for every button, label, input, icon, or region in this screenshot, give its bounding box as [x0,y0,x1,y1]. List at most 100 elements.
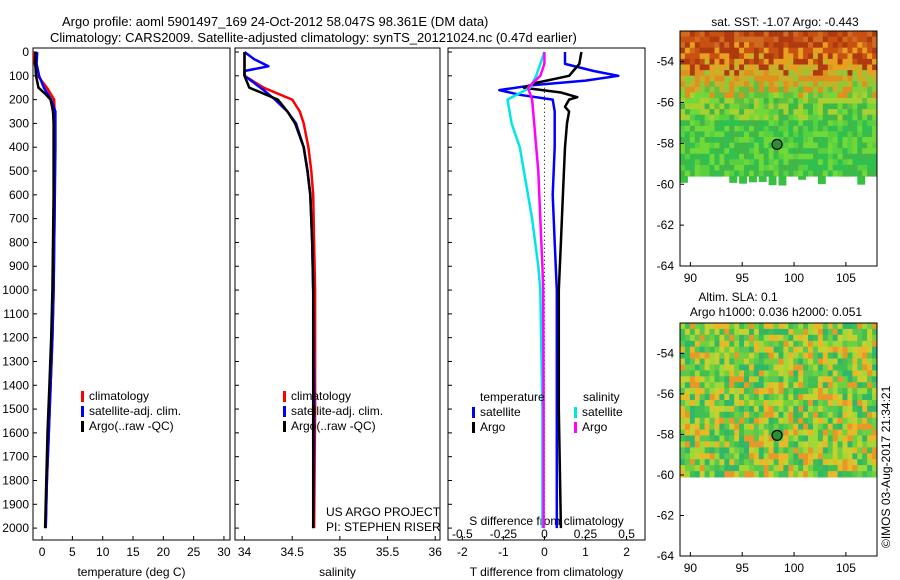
heat-cell [719,364,725,371]
heat-cell [822,423,829,431]
heat-cell [837,164,843,171]
heat-cell [808,394,814,401]
y-tick-label: 700 [9,212,29,226]
heat-cell [788,471,794,478]
heat-cell [749,352,755,359]
heat-cell [768,120,774,127]
heat-cell [852,137,858,144]
heat-cell [763,340,770,348]
heat-cell [749,400,755,407]
heat-cell [842,70,848,77]
heat-cell [768,411,774,419]
heat-cell [793,153,799,160]
heat-cell [744,81,750,88]
heat-cell [704,459,710,466]
heat-cell [798,328,804,336]
heat-cell [724,36,730,43]
heat-cell [719,81,725,88]
heat-cell [773,394,779,401]
heat-cell [749,370,755,377]
heat-cell [704,142,710,149]
heat-cell [817,176,826,185]
heat-cell [788,159,794,166]
heat-cell [778,346,784,354]
heat-cell [872,340,878,348]
heat-cell [813,447,819,454]
heat-cell [758,64,765,71]
heat-cell [709,81,715,88]
heat-cell [773,382,779,389]
heat-cell [773,400,779,407]
heat-cell [832,98,839,105]
heat-cell [758,125,765,132]
heat-cell [798,148,804,155]
heat-cell [724,42,730,49]
heat-cell [729,376,735,383]
heat-cell [694,358,701,365]
heat-cell [837,358,843,365]
heat-cell [852,352,858,359]
heat-cell [689,376,696,383]
heat-cell [714,447,720,454]
heat-cell [699,137,706,144]
heat-cell [734,31,740,38]
heat-cell [822,53,829,60]
y-tick-label: 2000 [2,521,29,535]
heat-cell [788,137,794,144]
heat-cell [798,323,804,330]
heat-cell [734,153,740,160]
heat-cell [817,164,824,171]
heat-cell [739,465,745,472]
heat-cell [803,131,809,138]
heat-cell [704,453,710,460]
heat-cell [832,423,839,431]
heat-cell [817,459,824,466]
heat-cell [719,346,725,354]
heat-cell [719,125,725,132]
heat-cell [867,323,873,330]
heat-cell [680,137,686,144]
heat-cell [822,323,829,330]
heat-cell [749,346,755,354]
heat-cell [763,323,770,330]
heat-cell [842,411,848,419]
heat-cell [724,64,730,71]
heat-cell [872,64,878,71]
heat-cell [744,92,750,99]
heat-cell [827,92,834,99]
heat-cell [778,400,784,407]
heat-cell [857,388,863,395]
heat-cell [793,92,799,99]
heat-cell [872,388,878,395]
heat-cell [788,31,794,38]
heat-cell [699,417,706,425]
heat-cell [842,164,848,171]
heat-cell [768,394,774,401]
legend-label: Argo [582,420,608,434]
heat-cell [739,405,745,413]
heat-cell [680,176,688,183]
heat-cell [739,429,745,436]
heat-cell [768,423,774,431]
heat-cell [694,334,701,342]
heat-cell [793,453,799,460]
heat-cell [699,340,706,348]
heat-cell [724,394,730,401]
heat-cell [822,81,829,88]
heat-cell [788,64,794,71]
heat-cell [739,36,745,43]
heat-cell [837,334,843,342]
heat-cell [867,53,873,60]
heat-cell [857,159,863,166]
heat-cell [680,417,686,425]
heat-cell [827,81,834,88]
heat-cell [872,400,878,407]
heat-cell [680,405,686,413]
heat-cell [689,340,696,348]
heat-cell [758,176,767,182]
heat-cell [684,328,691,336]
heat-cell [729,459,735,466]
heat-cell [798,388,804,395]
heat-cell [699,394,706,401]
